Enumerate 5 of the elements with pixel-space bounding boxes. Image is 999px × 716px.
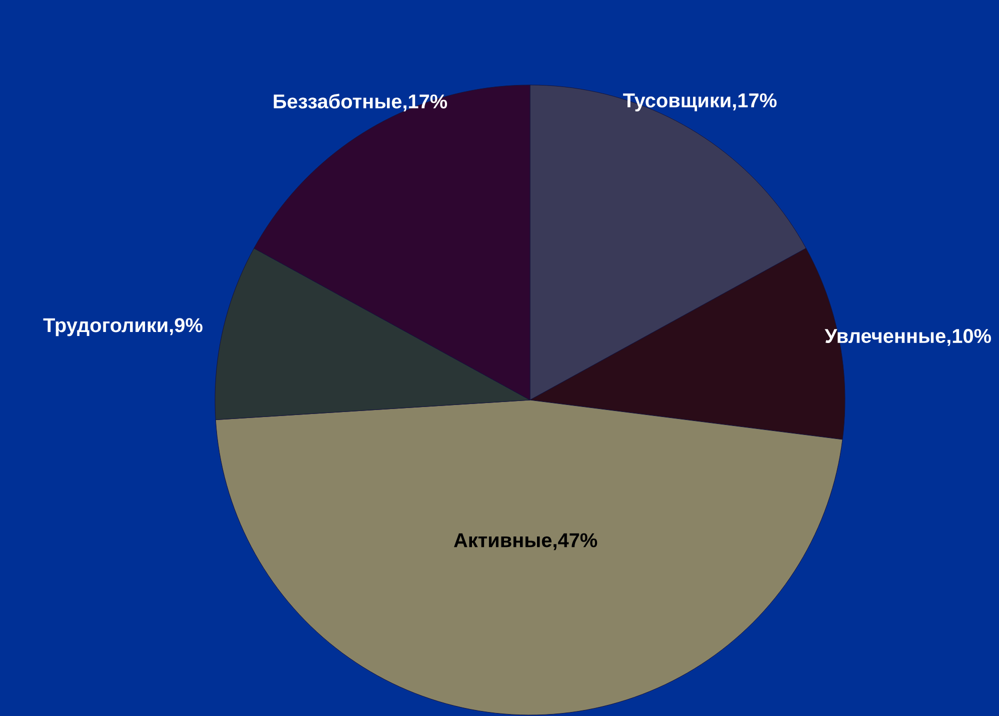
slice-label: Тусовщики,17% xyxy=(623,93,777,112)
slice-label: Беззаботные,17% xyxy=(274,94,448,112)
slice-label: Увлеченные,10% xyxy=(824,328,991,346)
slice-label: Трудоголики,9% xyxy=(43,318,202,336)
slice-label: Активные,47% xyxy=(454,533,598,550)
